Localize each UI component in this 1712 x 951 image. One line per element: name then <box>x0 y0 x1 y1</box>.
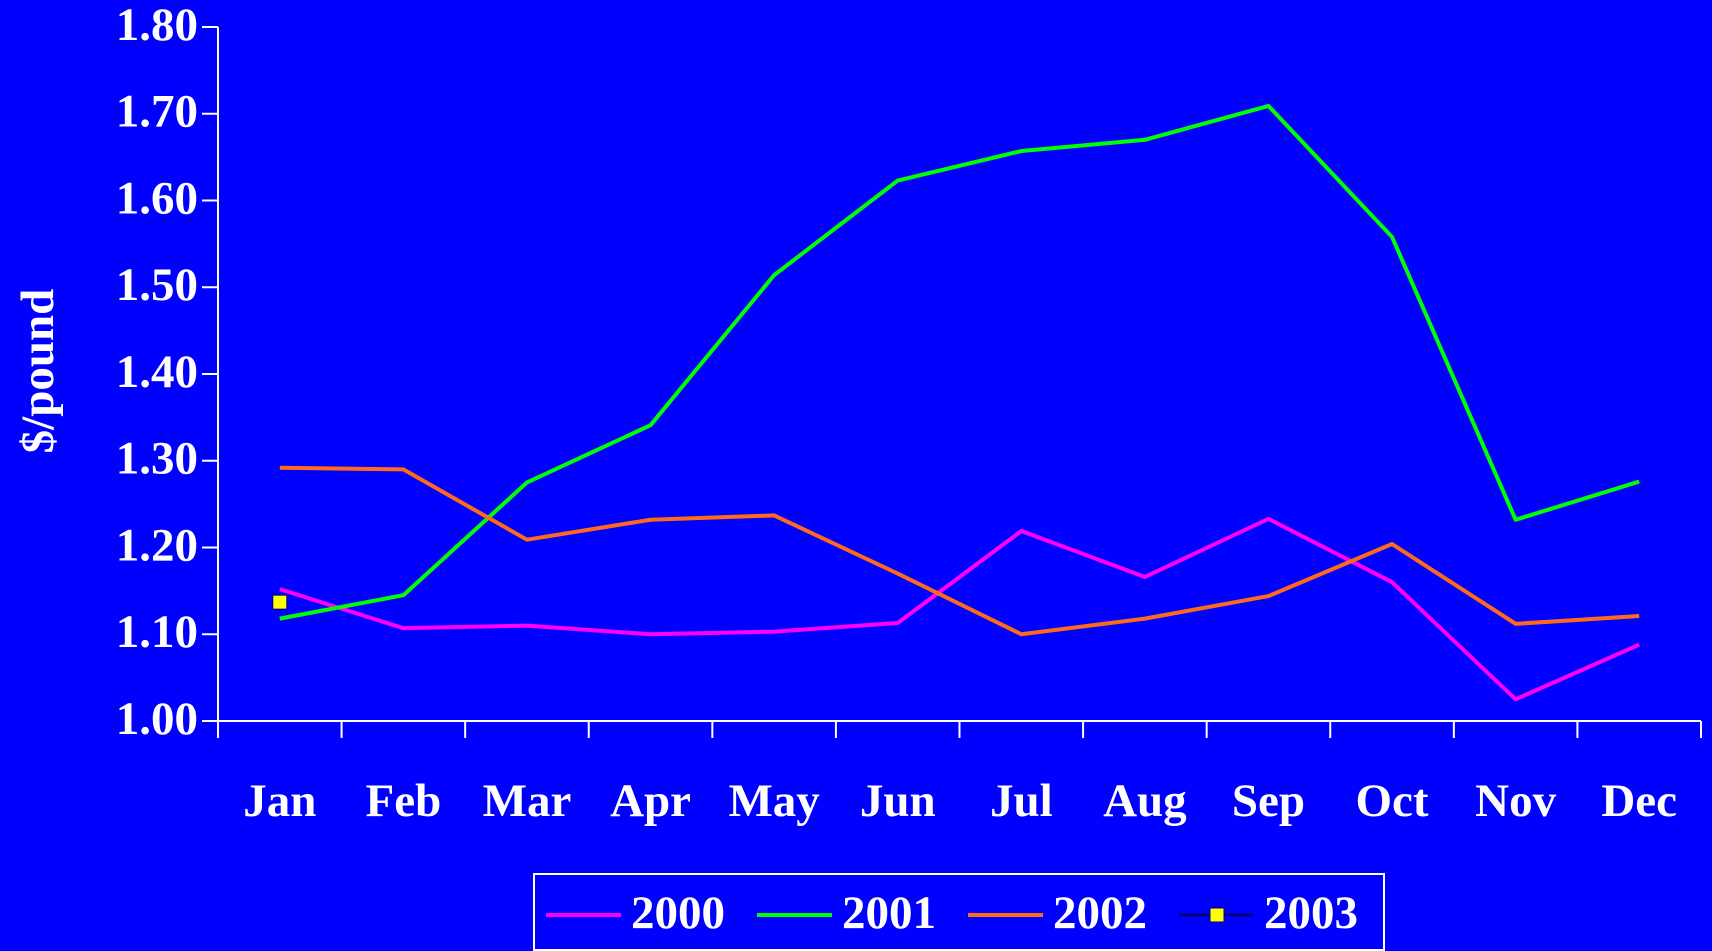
legend-label: 2003 <box>1264 887 1358 939</box>
x-tick-label: Oct <box>1356 775 1429 827</box>
x-tick-label: Dec <box>1601 775 1677 827</box>
x-tick-label: Feb <box>366 775 442 827</box>
y-tick-label: 1.20 <box>116 519 198 571</box>
legend-marker <box>1209 907 1225 923</box>
y-tick-label: 1.40 <box>116 346 198 398</box>
x-tick-label: Jun <box>860 775 936 827</box>
x-tick-label: Sep <box>1232 775 1305 827</box>
series-line <box>279 103 1640 621</box>
series-line <box>279 465 1640 637</box>
x-tick-label: Apr <box>610 775 691 827</box>
series-line <box>279 516 1641 702</box>
y-tick-label: 1.30 <box>116 433 198 485</box>
y-axis-label: $/pound <box>12 289 64 454</box>
y-tick-label: 1.10 <box>116 606 198 658</box>
y-tick-label: 1.70 <box>116 86 198 138</box>
y-tick-label: 1.00 <box>116 693 198 745</box>
legend-label: 2000 <box>631 887 725 939</box>
x-tick-label: Jul <box>990 775 1053 827</box>
series-marker <box>272 594 288 610</box>
x-tick-label: May <box>728 775 820 827</box>
y-tick-label: 1.50 <box>116 259 198 311</box>
y-tick-label: 1.80 <box>116 0 198 51</box>
legend-label: 2001 <box>842 887 936 939</box>
legend-box <box>533 873 1385 951</box>
y-tick-label: 1.60 <box>116 172 198 224</box>
x-tick-label: Nov <box>1475 775 1556 827</box>
x-tick-label: Mar <box>483 775 572 827</box>
legend-label: 2002 <box>1053 887 1147 939</box>
x-tick-label: Aug <box>1103 775 1187 827</box>
x-tick-label: Jan <box>243 775 316 827</box>
